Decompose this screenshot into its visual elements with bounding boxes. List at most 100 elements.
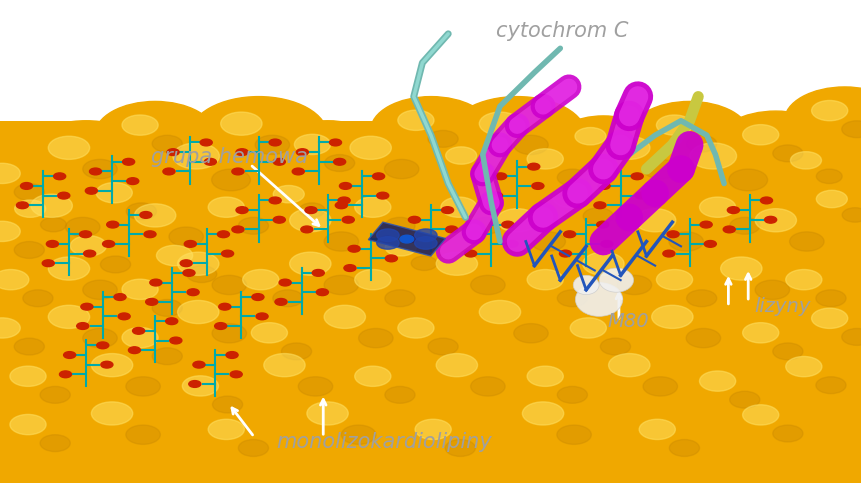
Circle shape bbox=[152, 299, 183, 316]
Circle shape bbox=[728, 169, 766, 191]
Circle shape bbox=[556, 386, 587, 403]
Circle shape bbox=[582, 208, 613, 225]
Circle shape bbox=[90, 168, 102, 175]
Circle shape bbox=[177, 300, 219, 324]
Circle shape bbox=[316, 289, 328, 296]
Circle shape bbox=[226, 352, 238, 358]
Text: monolizokardiolipiny: monolizokardiolipiny bbox=[276, 432, 491, 452]
Circle shape bbox=[593, 202, 605, 209]
Circle shape bbox=[215, 256, 336, 324]
Circle shape bbox=[715, 391, 835, 459]
Circle shape bbox=[387, 406, 508, 473]
Circle shape bbox=[292, 168, 304, 175]
Circle shape bbox=[642, 159, 677, 179]
Circle shape bbox=[121, 115, 158, 135]
Circle shape bbox=[126, 425, 160, 444]
Circle shape bbox=[525, 174, 646, 242]
Circle shape bbox=[358, 328, 393, 348]
Circle shape bbox=[138, 126, 293, 213]
Circle shape bbox=[630, 173, 642, 180]
Circle shape bbox=[267, 121, 387, 188]
Circle shape bbox=[83, 280, 117, 299]
Circle shape bbox=[103, 188, 241, 266]
Circle shape bbox=[102, 241, 115, 247]
Circle shape bbox=[118, 313, 130, 320]
Circle shape bbox=[64, 352, 76, 358]
Circle shape bbox=[376, 192, 388, 199]
Circle shape bbox=[251, 323, 287, 343]
Circle shape bbox=[494, 173, 506, 180]
Circle shape bbox=[355, 270, 390, 290]
Circle shape bbox=[281, 343, 312, 360]
Circle shape bbox=[96, 183, 133, 203]
Circle shape bbox=[60, 338, 198, 415]
Circle shape bbox=[464, 250, 476, 257]
Circle shape bbox=[172, 143, 219, 169]
Circle shape bbox=[263, 354, 305, 377]
Circle shape bbox=[232, 168, 244, 175]
Circle shape bbox=[499, 256, 620, 324]
Circle shape bbox=[522, 402, 563, 425]
Circle shape bbox=[251, 294, 263, 300]
Circle shape bbox=[841, 208, 861, 222]
Circle shape bbox=[0, 208, 77, 275]
Circle shape bbox=[212, 396, 243, 413]
Circle shape bbox=[189, 381, 201, 387]
Circle shape bbox=[43, 222, 164, 290]
Circle shape bbox=[139, 212, 152, 218]
Circle shape bbox=[599, 338, 629, 355]
Circle shape bbox=[289, 209, 331, 232]
Circle shape bbox=[9, 366, 46, 386]
Ellipse shape bbox=[598, 268, 633, 292]
Circle shape bbox=[100, 256, 131, 273]
Circle shape bbox=[319, 121, 456, 198]
Circle shape bbox=[298, 377, 332, 396]
Circle shape bbox=[14, 184, 44, 200]
Circle shape bbox=[596, 221, 608, 228]
Circle shape bbox=[384, 159, 418, 179]
Circle shape bbox=[279, 279, 291, 286]
Circle shape bbox=[344, 265, 356, 271]
Circle shape bbox=[31, 194, 72, 217]
Circle shape bbox=[414, 229, 437, 242]
Circle shape bbox=[499, 135, 620, 203]
Bar bbox=[0, 121, 861, 483]
Circle shape bbox=[603, 193, 740, 270]
Circle shape bbox=[187, 289, 199, 296]
Circle shape bbox=[208, 419, 245, 440]
Circle shape bbox=[16, 202, 28, 209]
Circle shape bbox=[272, 290, 303, 307]
Circle shape bbox=[21, 183, 33, 189]
Circle shape bbox=[83, 159, 117, 179]
Circle shape bbox=[200, 139, 212, 146]
Circle shape bbox=[163, 168, 175, 175]
Circle shape bbox=[397, 318, 433, 338]
Circle shape bbox=[715, 309, 835, 377]
Circle shape bbox=[169, 227, 203, 246]
Circle shape bbox=[127, 178, 139, 185]
Circle shape bbox=[785, 270, 821, 290]
Circle shape bbox=[181, 406, 301, 473]
Circle shape bbox=[840, 328, 861, 345]
Circle shape bbox=[531, 183, 543, 189]
Circle shape bbox=[335, 202, 347, 209]
Circle shape bbox=[600, 241, 612, 247]
Circle shape bbox=[370, 97, 491, 164]
Circle shape bbox=[350, 136, 391, 159]
Circle shape bbox=[126, 203, 157, 220]
Circle shape bbox=[324, 155, 355, 171]
Circle shape bbox=[553, 187, 589, 208]
Circle shape bbox=[15, 200, 46, 217]
Circle shape bbox=[150, 279, 162, 286]
Circle shape bbox=[273, 216, 285, 223]
Circle shape bbox=[275, 298, 287, 305]
Circle shape bbox=[689, 143, 735, 169]
Circle shape bbox=[0, 163, 20, 184]
Circle shape bbox=[741, 125, 777, 145]
Circle shape bbox=[230, 371, 242, 378]
Circle shape bbox=[445, 147, 476, 164]
Circle shape bbox=[479, 300, 520, 324]
Circle shape bbox=[232, 226, 244, 233]
Circle shape bbox=[815, 377, 846, 394]
Circle shape bbox=[220, 112, 262, 135]
